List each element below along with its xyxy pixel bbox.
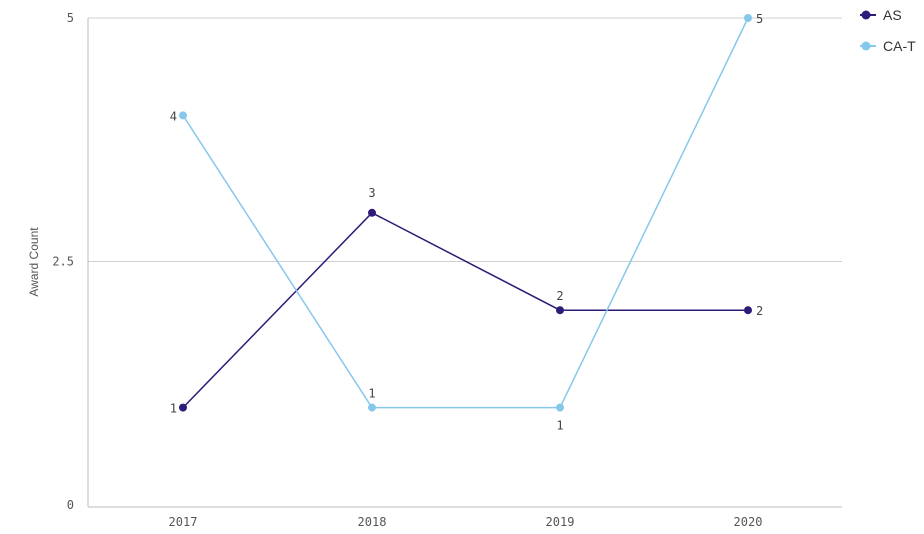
data-point[interactable] [179,403,187,412]
series-line [182,17,749,409]
legend-item[interactable]: AS [860,7,902,23]
legend-item[interactable]: CA-T [860,38,916,54]
x-tick-label: 2019 [546,515,575,529]
grid-lines [88,17,842,262]
x-tick-label: 2020 [734,515,763,529]
y-tick-label: 5 [67,11,74,25]
series-layer: 1 3 2 2 4 1 1 5 [170,12,763,433]
data-point[interactable] [744,306,752,315]
series-as: 1 3 2 2 [170,186,763,416]
y-axis-title: Award Count [27,227,41,297]
x-tick-label: 2017 [169,515,198,529]
data-point[interactable] [179,111,187,120]
x-tick-labels: 2017 2018 2019 2020 [169,515,763,529]
data-label: 3 [368,186,375,200]
data-point[interactable] [368,208,376,217]
legend-swatch-dot [861,41,871,51]
data-label: 1 [556,419,563,433]
y-tick-label: 0 [67,498,74,512]
data-label: 2 [756,304,763,318]
y-tick-labels: 02.55 [52,11,74,512]
legend-label: AS [883,7,902,23]
data-point[interactable] [556,403,564,412]
data-label: 5 [756,12,763,26]
series-ca-t: 4 1 1 5 [170,12,763,433]
y-tick-label: 2.5 [52,255,74,269]
data-label: 4 [170,109,177,123]
data-point[interactable] [744,14,752,22]
data-point[interactable] [368,403,376,412]
data-label: 2 [556,289,563,303]
legend-label: CA-T [883,38,916,54]
legend-swatch-dot [861,10,871,20]
x-tick-label: 2018 [358,515,387,529]
data-label: 1 [368,387,375,401]
series-line [182,211,748,409]
data-label: 1 [170,402,177,416]
data-point[interactable] [556,306,564,315]
legend: AS CA-T [860,7,916,54]
